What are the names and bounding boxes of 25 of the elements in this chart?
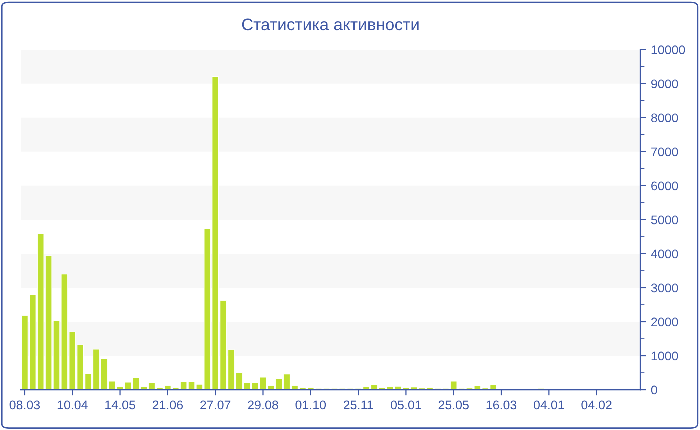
chart-title: Статистика активности [242, 18, 419, 31]
x-tick-label: 14.05 [106, 400, 136, 410]
y-tick-label: 4000 [651, 250, 678, 259]
x-tick-label: 04.01 [534, 400, 564, 410]
y-tick-label: 9000 [652, 80, 678, 89]
y-tick-label: 1000 [652, 352, 678, 361]
x-tick-label: 25.05 [438, 400, 469, 410]
y-tick-label: 3000 [651, 284, 678, 293]
y-tick-label: 5000 [651, 216, 678, 225]
x-tick-label: 25.11 [344, 400, 374, 410]
x-tick-label: 05.01 [391, 400, 422, 410]
y-tick-label: 7000 [652, 148, 678, 157]
y-tick-label: 6000 [652, 182, 678, 191]
y-tick-label: 8000 [651, 114, 678, 123]
y-tick-label: 2000 [652, 318, 678, 327]
x-tick-label: 21.06 [152, 400, 184, 410]
x-tick-label: 10.04 [58, 400, 88, 410]
x-tick-label: 29.08 [248, 400, 278, 410]
x-tick-label: 27.07 [200, 400, 231, 410]
x-tick-label: 01.10 [296, 400, 326, 410]
x-tick-label: 16.03 [486, 400, 517, 410]
x-tick-label: 04.02 [582, 400, 612, 410]
y-tick-label: 10000 [652, 46, 686, 55]
y-tick-label: 0 [651, 386, 658, 395]
x-tick-label: 08.03 [10, 400, 40, 410]
